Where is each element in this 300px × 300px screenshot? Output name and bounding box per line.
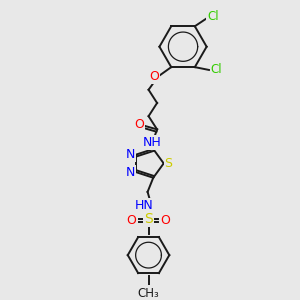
Text: O: O — [149, 70, 159, 83]
Text: S: S — [144, 212, 153, 226]
Text: O: O — [127, 214, 136, 227]
Text: CH₃: CH₃ — [138, 287, 159, 300]
Text: S: S — [164, 157, 172, 170]
Text: Cl: Cl — [207, 10, 219, 23]
Text: N: N — [126, 148, 135, 161]
Text: HN: HN — [134, 199, 153, 212]
Text: Cl: Cl — [211, 64, 222, 76]
Text: NH: NH — [143, 136, 162, 149]
Text: O: O — [134, 118, 144, 131]
Text: N: N — [126, 166, 135, 179]
Text: O: O — [160, 214, 170, 227]
